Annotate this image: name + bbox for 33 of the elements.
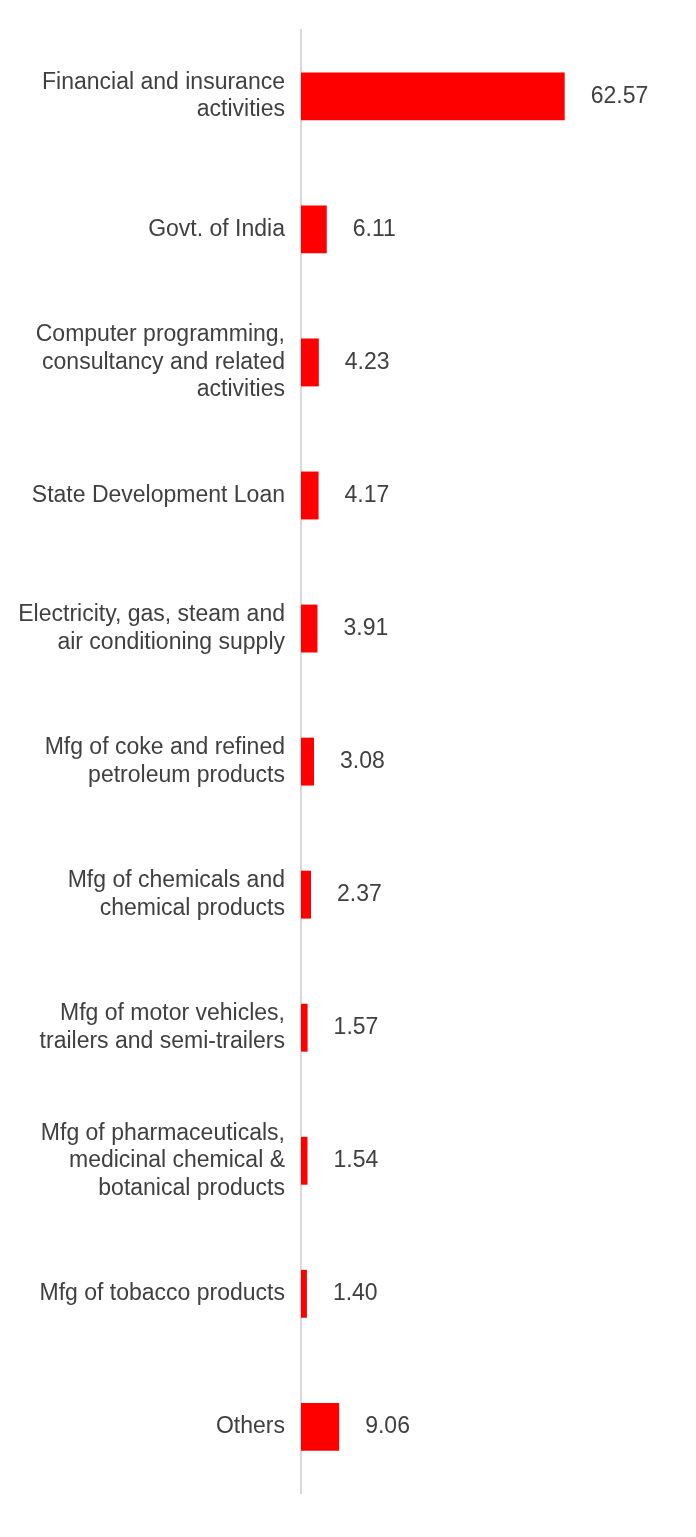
y-tick-label: Computer programming, consultancy and related activities: [35, 320, 285, 402]
data-label: 62.57: [590, 81, 649, 108]
y-tick-label: Others: [215, 1412, 285, 1439]
data-label: 2.37: [336, 880, 382, 906]
y-tick-label: State Development Loan: [31, 480, 285, 507]
y-tick-label: Electricity, gas, steam and air conditioning supply: [18, 600, 286, 654]
data-label: 1.40: [332, 1279, 378, 1306]
data-label: 3.08: [339, 746, 385, 773]
data-label: 6.11: [352, 214, 396, 241]
bar: [301, 737, 314, 786]
data-label: 4.17: [344, 480, 390, 507]
data-label: 3.91: [343, 613, 389, 640]
data-label: 9.06: [365, 1412, 410, 1439]
bar: [301, 72, 565, 121]
y-tick-label: Govt. of India: [148, 214, 286, 241]
y-tick-label: Mfg of tobacco products: [39, 1279, 285, 1306]
bar: [301, 471, 319, 520]
y-tick-label: Mfg of motor vehicles, trailers and semi-trailers: [39, 999, 285, 1053]
data-label: 1.54: [333, 1146, 379, 1173]
y-tick-label: Financial and insurance activities: [42, 67, 285, 122]
bar: [301, 1003, 308, 1052]
y-tick-label: Mfg of pharmaceuticals, medicinal chemical & botanical products: [40, 1118, 285, 1200]
bar: [301, 604, 318, 653]
bar: [301, 870, 311, 919]
y-tick-label: Mfg of chemicals and chemical products: [67, 866, 285, 920]
data-label: 4.23: [344, 347, 390, 374]
bar: [301, 205, 327, 254]
bar: [301, 1269, 307, 1318]
y-tick-label: Mfg of coke and refined petroleum products: [44, 733, 285, 787]
bar: [301, 338, 319, 387]
bar: [301, 1136, 308, 1185]
bar: [301, 1402, 340, 1451]
data-label: 1.57: [333, 1013, 379, 1040]
